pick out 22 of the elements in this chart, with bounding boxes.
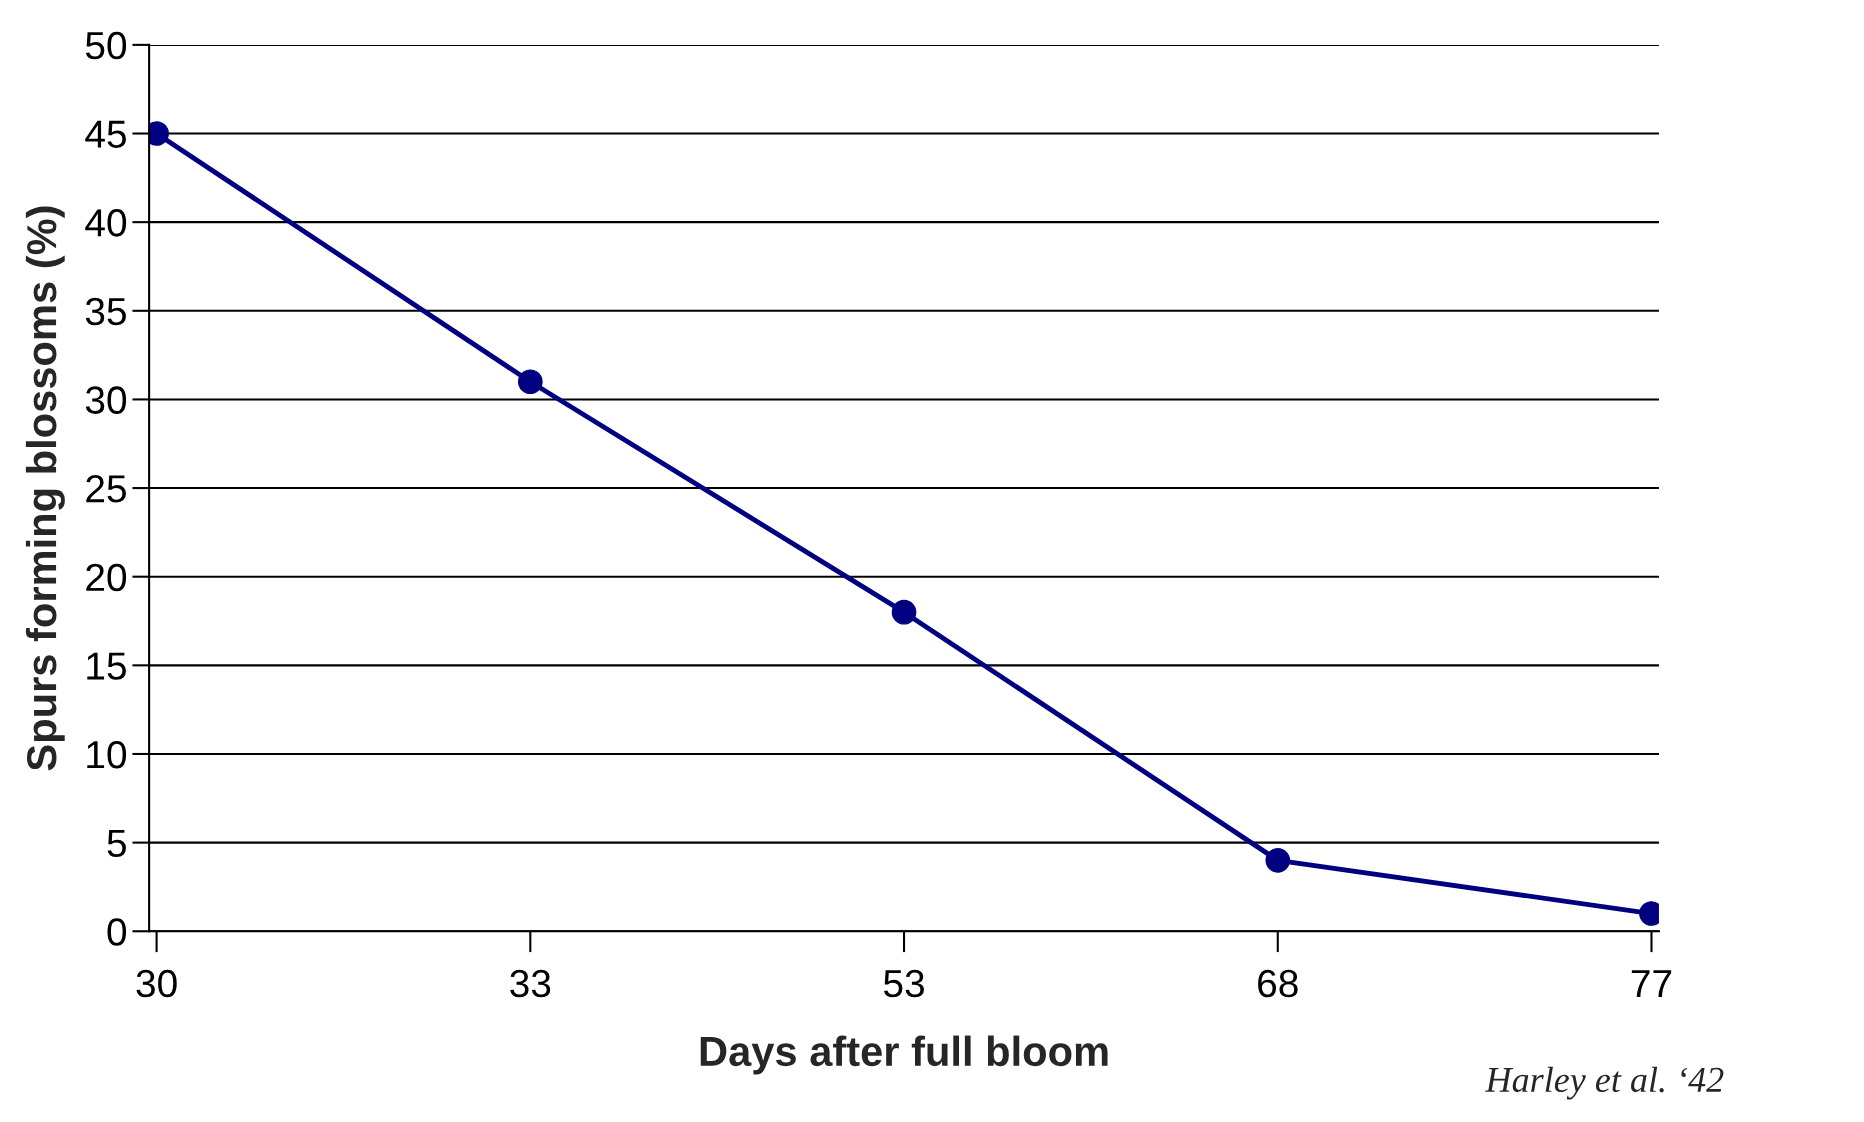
- x-tick-label: 30: [136, 969, 177, 998]
- point: [891, 599, 917, 625]
- y-tick-label: 50: [85, 31, 127, 60]
- x-tick-label: 68: [1258, 969, 1298, 998]
- x-axis-title: Days after full bloom: [700, 1035, 1108, 1075]
- x-tick-label: 53: [883, 969, 924, 998]
- y-tick-label: 40: [85, 209, 127, 237]
- y-tick-label: 10: [87, 740, 127, 769]
- x-tick-label: 77: [1631, 970, 1672, 997]
- y-tick-label: 0: [107, 918, 127, 946]
- y-tick-label: 20: [86, 563, 127, 592]
- point: [1265, 848, 1291, 873]
- x-tick-label: 33: [510, 969, 551, 998]
- y-tick-label: 15: [87, 652, 126, 680]
- text: Harley et al. ‘42: [1485, 1066, 1724, 1100]
- point: [517, 369, 543, 395]
- y-tick-label: 35: [85, 297, 126, 326]
- y-tick-label: 45: [85, 120, 126, 148]
- y-tick-label: 5: [107, 829, 126, 858]
- y-tick-label: 30: [85, 386, 127, 414]
- y-axis-title: Spurs forming blossoms (%): [25, 206, 65, 771]
- y-tick-label: 25: [86, 475, 126, 503]
